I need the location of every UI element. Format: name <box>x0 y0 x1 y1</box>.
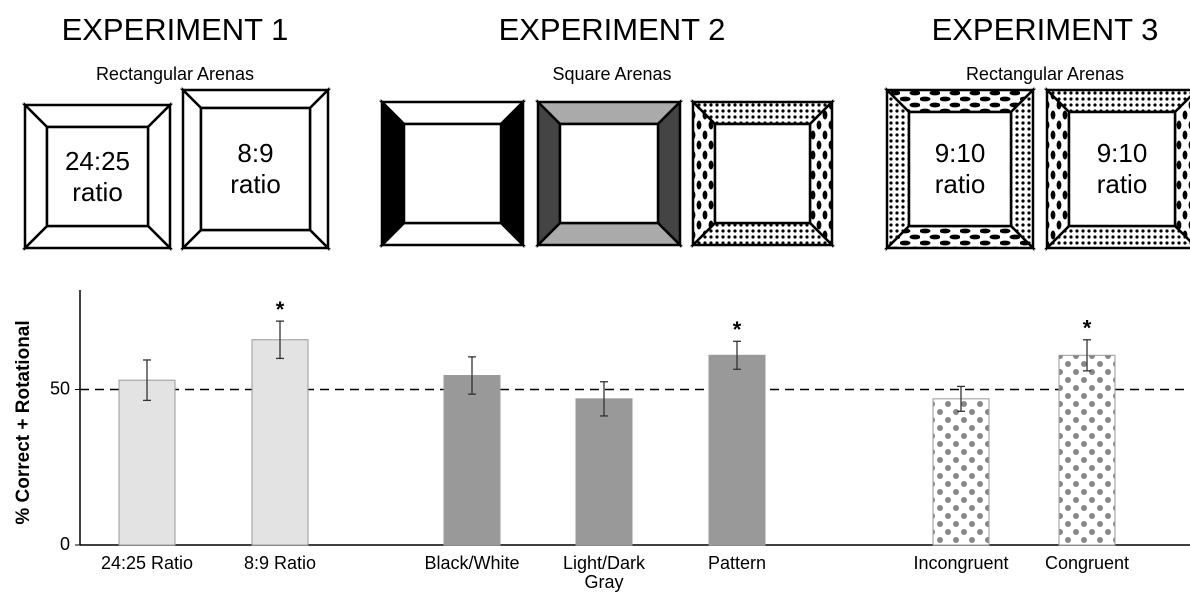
panel-subtitle: Square Arenas <box>552 64 671 84</box>
arena-wall <box>883 224 1037 250</box>
arena-label: 8:9 ratio <box>230 138 281 199</box>
y-tick-label: 50 <box>50 378 70 398</box>
arena-floor <box>907 110 1013 228</box>
arena-wall <box>1009 86 1035 252</box>
x-tick-label: Light/Dark Gray <box>562 553 646 592</box>
arena-floor <box>402 122 503 225</box>
arena-wall <box>689 100 836 126</box>
y-tick-label: 0 <box>60 534 70 554</box>
bar <box>251 339 309 546</box>
arena-wall <box>885 86 911 252</box>
arena-wall <box>534 221 684 247</box>
x-tick-label: 24:25 Ratio <box>100 553 194 573</box>
significance-marker: * <box>276 297 285 322</box>
arena-wall <box>21 224 174 250</box>
bar <box>575 398 633 546</box>
arena-label: 24:25 ratio <box>64 145 131 207</box>
bar <box>1058 354 1116 546</box>
arena-wall <box>689 221 836 247</box>
arena-wall <box>378 100 527 126</box>
panel-subtitle: Rectangular Arenas <box>966 64 1124 84</box>
panel-subtitle: Rectangular Arenas <box>96 64 254 84</box>
bar <box>118 379 176 546</box>
arena-wall <box>181 86 203 252</box>
bar <box>443 375 501 546</box>
arena-floor <box>45 125 150 228</box>
bar <box>708 354 766 546</box>
arena-wall <box>534 100 684 126</box>
arena-wall <box>691 98 717 249</box>
arena-wall <box>1043 224 1190 250</box>
arena-wall <box>1045 86 1071 252</box>
arena-wall <box>1043 88 1190 114</box>
x-tick-label: Pattern <box>707 553 767 573</box>
arena-label: 9:10 ratio <box>934 138 986 199</box>
arena-label: 9:10 ratio <box>1096 138 1148 199</box>
arena-floor <box>713 122 812 225</box>
arena-wall <box>146 101 172 252</box>
arena-wall <box>378 221 527 247</box>
arena-floor <box>199 106 312 232</box>
arena-wall <box>499 98 525 249</box>
arena-floor <box>558 122 660 225</box>
significance-marker: * <box>733 317 742 342</box>
arena-wall <box>23 101 49 252</box>
arena-wall <box>883 88 1037 114</box>
arena-wall <box>179 228 332 250</box>
arena-floor <box>1067 110 1177 228</box>
x-tick-label: 8:9 Ratio <box>243 553 317 573</box>
arena-wall <box>380 98 406 249</box>
y-axis-label: % Correct + Rotational <box>13 320 34 524</box>
panel-title: EXPERIMENT 2 <box>499 12 726 47</box>
arena-wall <box>308 86 330 252</box>
bar <box>932 398 990 546</box>
arena-wall <box>808 98 834 249</box>
significance-marker: * <box>1083 316 1092 341</box>
x-tick-label: Incongruent <box>913 553 1009 573</box>
arena-wall <box>21 103 174 129</box>
x-tick-label: Congruent <box>1044 553 1130 573</box>
arena-wall <box>656 98 682 249</box>
panel-title: EXPERIMENT 1 <box>62 12 289 47</box>
arena-wall <box>536 98 562 249</box>
panel-title: EXPERIMENT 3 <box>932 12 1159 47</box>
arena-wall <box>1173 95 1190 243</box>
x-tick-label: Black/White <box>424 553 520 573</box>
arena-wall <box>179 88 332 110</box>
